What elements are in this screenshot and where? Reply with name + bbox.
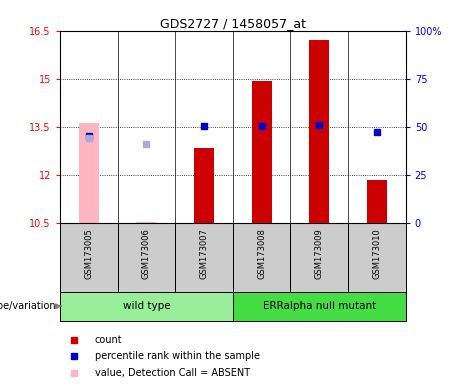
Bar	[252, 81, 272, 223]
Title: GDS2727 / 1458057_at: GDS2727 / 1458057_at	[160, 17, 306, 30]
Text: wild type: wild type	[123, 301, 170, 311]
Bar	[367, 180, 387, 223]
Bar	[233, 223, 290, 292]
Text: ERRalpha null mutant: ERRalpha null mutant	[263, 301, 376, 311]
Bar	[233, 292, 406, 321]
Text: value, Detection Call = ABSENT: value, Detection Call = ABSENT	[95, 368, 249, 378]
Bar	[309, 40, 329, 223]
Bar	[175, 223, 233, 292]
Text: count: count	[95, 335, 122, 345]
Text: genotype/variation: genotype/variation	[0, 301, 56, 311]
Bar	[118, 223, 175, 292]
Text: GSM173010: GSM173010	[372, 228, 381, 279]
Bar	[194, 149, 214, 223]
Bar	[60, 223, 118, 292]
Bar	[79, 123, 99, 223]
Bar	[348, 223, 406, 292]
Text: GSM173009: GSM173009	[315, 228, 324, 279]
Bar	[290, 223, 348, 292]
Text: percentile rank within the sample: percentile rank within the sample	[95, 351, 260, 361]
Bar	[60, 292, 233, 321]
Text: GSM173007: GSM173007	[200, 228, 208, 279]
Text: GSM173005: GSM173005	[84, 228, 93, 279]
Text: GSM173008: GSM173008	[257, 228, 266, 279]
Text: GSM173006: GSM173006	[142, 228, 151, 279]
